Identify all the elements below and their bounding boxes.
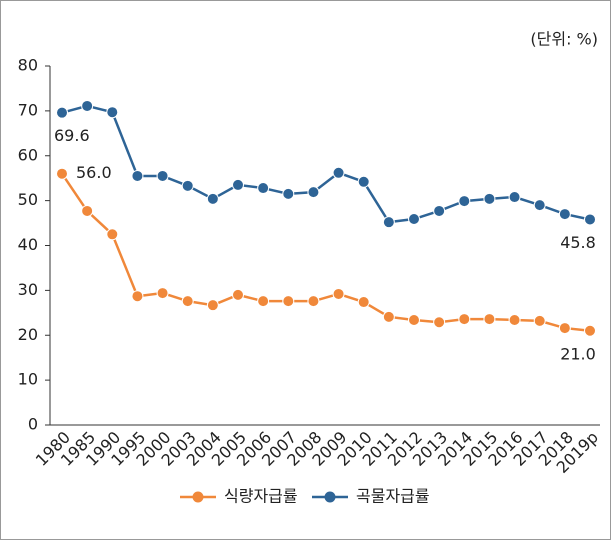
point: [508, 313, 521, 326]
point: [458, 313, 471, 326]
point: [257, 182, 270, 195]
point: [307, 186, 320, 199]
point: [106, 106, 119, 119]
point: [282, 187, 295, 200]
point: [81, 99, 94, 112]
point: [357, 296, 370, 309]
point: [156, 287, 169, 300]
point: [181, 295, 194, 308]
point: [533, 199, 546, 212]
point: [206, 299, 219, 312]
point: [408, 213, 420, 226]
y-tick-label: 0: [28, 415, 38, 434]
series-line: [61, 104, 591, 224]
point: [181, 179, 194, 192]
series-line: [60, 173, 591, 333]
point: [156, 169, 169, 182]
point: [131, 169, 144, 182]
point: [382, 216, 395, 229]
point: [81, 204, 94, 217]
point: [332, 166, 345, 179]
y-tick-label: 60: [18, 145, 38, 164]
y-tick-label: 30: [18, 280, 38, 299]
point: [257, 295, 270, 308]
point: [483, 192, 496, 205]
point: [408, 313, 420, 326]
y-tick-label: 10: [18, 370, 38, 389]
point: [206, 192, 219, 205]
legend-label: 곡물자급률: [356, 487, 430, 506]
legend-label: 식량자급률: [224, 487, 298, 506]
point: [558, 208, 571, 221]
point: [584, 213, 596, 226]
point: [282, 295, 295, 308]
point: [508, 191, 521, 204]
point: [232, 178, 244, 191]
y-tick-label: 70: [18, 100, 38, 119]
point: [433, 316, 446, 329]
legend-marker: [324, 491, 336, 503]
point: [56, 167, 68, 180]
point: [232, 288, 244, 301]
point: [558, 322, 571, 335]
y-tick-label: 50: [18, 190, 38, 209]
value-label: 69.6: [54, 126, 90, 145]
unit-label: (단위: %): [530, 30, 598, 49]
point: [131, 290, 144, 303]
point: [56, 106, 68, 119]
point: [307, 295, 320, 308]
point: [584, 324, 596, 337]
value-label: 45.8: [560, 233, 596, 252]
legend-marker: [192, 491, 204, 503]
value-label: 56.0: [76, 163, 112, 182]
point: [483, 313, 496, 326]
y-tick-label: 20: [18, 325, 38, 344]
point: [533, 314, 546, 327]
value-label: 21.0: [560, 344, 596, 363]
y-tick-label: 80: [18, 56, 38, 75]
point: [433, 204, 446, 217]
y-tick-label: 40: [18, 235, 38, 254]
point: [357, 175, 370, 188]
point: [106, 228, 119, 241]
point: [332, 287, 345, 300]
point: [458, 195, 471, 208]
point: [382, 310, 395, 323]
